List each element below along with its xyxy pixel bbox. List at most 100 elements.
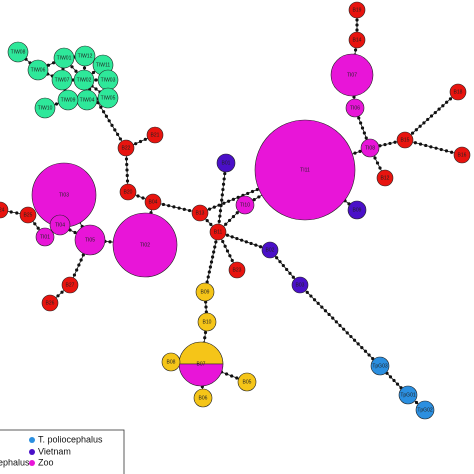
mutation-dot: [118, 137, 122, 141]
legend-label: T. poliocephalus: [38, 434, 103, 444]
mutation-dot: [227, 218, 232, 223]
node: [348, 31, 366, 49]
node: [237, 372, 257, 392]
node-label: B22: [122, 145, 131, 151]
node: [0, 201, 9, 219]
mutation-dot: [221, 182, 226, 186]
mutation-dot: [252, 198, 256, 202]
mutation-dot: [79, 258, 83, 262]
node-label: B03: [296, 282, 305, 288]
mutation-dot: [182, 207, 186, 211]
mutation-dot: [254, 243, 258, 247]
node-label: TIW06: [31, 67, 46, 73]
mutation-dot: [288, 271, 292, 275]
node: [376, 169, 394, 187]
mutation-dot: [316, 301, 320, 306]
mutation-dot: [378, 144, 382, 148]
mutation-dot: [54, 102, 59, 106]
node-label: TI07: [347, 72, 357, 78]
mutation-dot: [102, 110, 106, 114]
mutation-dot: [72, 273, 77, 277]
node: [27, 59, 49, 81]
node-label: B11: [214, 229, 223, 235]
node-label: B01: [222, 160, 231, 166]
mutation-dot: [331, 316, 335, 320]
mutation-dot: [433, 110, 437, 115]
mutation-dot: [231, 214, 236, 219]
node-label: TIW01: [57, 55, 72, 61]
mutation-dot: [212, 205, 216, 209]
mutation-dot: [161, 202, 166, 207]
node: [453, 146, 471, 164]
mutation-dot: [444, 149, 449, 153]
mutation-dot: [52, 61, 56, 65]
mutation-dot: [418, 142, 423, 146]
mutation-dot: [107, 119, 111, 123]
mutation-dot: [360, 345, 364, 350]
mutation-dot: [220, 193, 224, 197]
mutation-dot: [375, 161, 380, 165]
mutation-dot: [225, 233, 230, 237]
mutation-dot: [205, 280, 209, 284]
mutation-dot: [138, 139, 143, 144]
node-half: [178, 363, 224, 387]
node-label: TIW05: [101, 95, 116, 101]
mutation-dot: [207, 270, 211, 274]
node-label: TpG03: [372, 363, 388, 369]
node: [261, 241, 279, 259]
mutation-dot: [240, 238, 244, 242]
mutation-dot: [235, 376, 239, 380]
mutation-dot: [222, 201, 226, 205]
node-label: TIW03: [101, 77, 116, 83]
mutation-dot: [81, 253, 85, 257]
mutation-dot: [309, 294, 313, 298]
node: [146, 126, 164, 144]
mutation-dot: [441, 104, 445, 108]
mutation-dot: [73, 230, 77, 235]
mutation-dot: [439, 147, 443, 152]
node: [254, 119, 356, 221]
mutation-dot: [257, 195, 261, 199]
mutation-dot: [323, 309, 328, 313]
mutation-dot: [210, 255, 215, 259]
mutation-dot: [235, 211, 239, 215]
node-label: B08: [167, 359, 176, 365]
mutation-dot: [70, 65, 74, 69]
mutation-dot: [312, 298, 317, 302]
mutation-dot: [249, 241, 253, 246]
mutation-dot: [356, 342, 360, 346]
node: [197, 312, 217, 332]
mutation-dot: [74, 69, 78, 73]
mutation-dot: [246, 191, 250, 196]
node: [34, 97, 56, 119]
mutation-dot: [209, 222, 213, 226]
mutation-dot: [255, 187, 259, 192]
mutation-dot: [167, 204, 171, 208]
mutation-dot: [221, 239, 225, 244]
mutation-dot: [275, 256, 279, 260]
node-label: B09: [201, 289, 210, 295]
node-label: B07: [197, 361, 206, 367]
mutation-dot: [355, 23, 359, 27]
mutation-dot: [418, 124, 422, 128]
legend-label: Zoo: [38, 457, 54, 467]
node-label: TIW08: [11, 49, 26, 55]
mutation-dot: [224, 372, 229, 376]
mutation-dot: [209, 260, 214, 264]
mutation-dot: [203, 330, 208, 335]
node-label: TIW04: [80, 97, 95, 103]
mutation-dot: [113, 128, 117, 132]
node-label: B09: [353, 207, 362, 213]
node-label: B15: [401, 137, 410, 143]
node: [57, 89, 79, 111]
mutation-dot: [355, 28, 359, 32]
mutation-dot: [206, 275, 210, 279]
node: [35, 227, 55, 247]
node-label: TIW07: [55, 77, 70, 83]
node-label: B10: [203, 319, 212, 325]
mutation-dot: [422, 121, 426, 125]
node: [216, 153, 236, 173]
node: [330, 53, 374, 97]
node-label: TIW11: [96, 62, 111, 68]
